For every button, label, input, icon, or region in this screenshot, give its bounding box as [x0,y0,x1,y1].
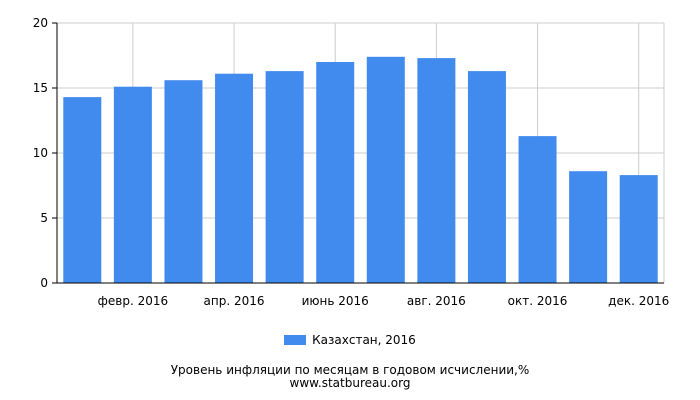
bar [113,86,152,283]
bar [366,56,405,283]
x-tick-label: окт. 2016 [508,294,568,308]
y-tick-label: 15 [33,81,48,95]
bar [569,171,608,283]
bar [63,97,102,283]
bar [215,73,254,283]
bar [265,71,304,283]
y-tick-label: 5 [40,211,48,225]
x-tick-label: авг. 2016 [407,294,466,308]
bar [619,175,658,283]
y-tick-label: 0 [40,276,48,290]
bar [467,71,506,283]
legend-label: Казахстан, 2016 [312,333,416,347]
chart-caption: Уровень инфляции по месяцам в годовом ис… [0,364,700,390]
x-tick-label: июнь 2016 [302,294,369,308]
caption-source: www.statbureau.org [289,376,411,390]
bar [518,136,557,283]
x-tick-label: дек. 2016 [608,294,669,308]
x-tick-label: апр. 2016 [204,294,265,308]
x-tick-label: февр. 2016 [98,294,169,308]
caption-title: Уровень инфляции по месяцам в годовом ис… [170,363,530,377]
bar [316,62,355,283]
bar [164,80,203,283]
legend: Казахстан, 2016 [0,333,700,347]
legend-swatch [284,335,307,345]
bar [417,58,456,283]
y-tick-label: 20 [33,16,48,30]
y-tick-label: 10 [33,146,48,160]
